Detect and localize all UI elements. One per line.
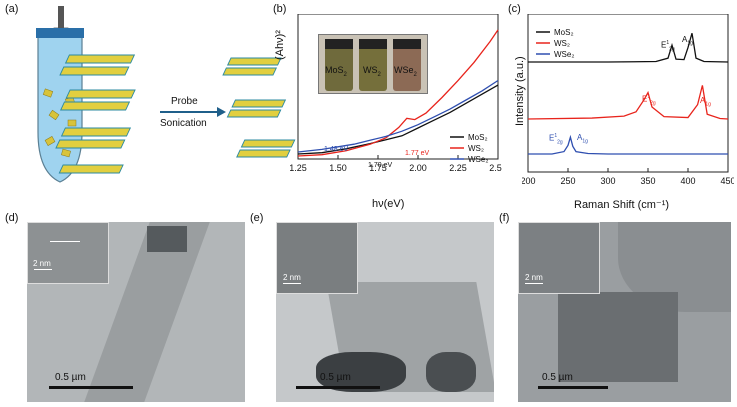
series-line bbox=[527, 85, 729, 120]
tem-image-mos2: 2 nm 0.5 µm bbox=[27, 222, 245, 402]
scale-bar-label: 0.5 µm bbox=[542, 372, 573, 383]
inset-scale-bar bbox=[34, 269, 52, 270]
chart-c-xlabel: Raman Shift (cm⁻¹) bbox=[574, 199, 670, 211]
tube-cap bbox=[36, 28, 84, 38]
x-tick-label: 2.25 bbox=[449, 163, 467, 173]
hrtem-inset: 2 nm bbox=[518, 222, 600, 294]
vial-label-ws2: WS2 bbox=[363, 65, 381, 78]
tem-dark-region bbox=[316, 352, 406, 392]
inset-scale-bar bbox=[525, 283, 543, 284]
x-tick-label: 2.50 bbox=[489, 163, 502, 173]
series-line bbox=[297, 84, 499, 155]
hrtem-inset: 2 nm bbox=[276, 222, 358, 294]
x-tick-label: 2.00 bbox=[409, 163, 427, 173]
panel-c-label: (c) bbox=[508, 3, 521, 15]
x-tick-label: 400 bbox=[680, 176, 695, 184]
panel-d-label: (d) bbox=[5, 212, 19, 224]
series-line bbox=[297, 79, 499, 153]
probe-tip bbox=[58, 6, 64, 32]
panel-e-label: (e) bbox=[250, 212, 264, 224]
legend-label: WSe₂ bbox=[468, 155, 488, 164]
inset-scale-label: 2 nm bbox=[525, 273, 543, 282]
peak-label-ws2-e: E12g bbox=[642, 94, 656, 107]
inset-scale-label: 2 nm bbox=[33, 259, 51, 268]
tem-dark-region bbox=[147, 226, 187, 252]
scale-bar bbox=[538, 386, 608, 389]
absorption-chart: 1.25 1.50 1.75 2.00 2.25 2.50 MoS₂ WS₂ WSe₂ bbox=[290, 14, 502, 173]
chart-b-frame bbox=[297, 14, 499, 160]
panel-a-schematic bbox=[36, 6, 296, 183]
series-line bbox=[297, 29, 499, 157]
x-tick-label: 300 bbox=[600, 176, 615, 184]
arrow-head bbox=[217, 107, 226, 117]
panel-f-label: (f) bbox=[499, 212, 510, 224]
bulk-layered-crystals bbox=[55, 54, 136, 174]
inset-scale-bar bbox=[283, 283, 301, 284]
vial-mos2 bbox=[325, 39, 353, 91]
vial-cap bbox=[325, 39, 353, 49]
legend-label: MoS₂ bbox=[554, 28, 574, 37]
peak-label-mos2-a: A1g bbox=[682, 35, 693, 47]
scale-bar-label: 0.5 µm bbox=[55, 372, 86, 383]
band-gap-mos2: 1.70 eV bbox=[368, 162, 393, 169]
vial-label-wse2: WSe2 bbox=[394, 65, 417, 78]
scale-bar-label: 0.5 µm bbox=[320, 372, 351, 383]
hrtem-inset: 2 nm bbox=[27, 222, 109, 284]
peak-label-wse2-e: E12g bbox=[549, 133, 563, 146]
tem-image-wse2: 2 nm 0.5 µm bbox=[518, 222, 731, 402]
peak-label-mos2-e: E12g bbox=[661, 40, 675, 53]
x-tick-label: 1.75 bbox=[369, 163, 387, 173]
arrow-label-sonication: Sonication bbox=[160, 118, 207, 129]
legend-label: MoS₂ bbox=[468, 133, 488, 142]
panel-b-label: (b) bbox=[273, 3, 287, 15]
legend-label: WS₂ bbox=[468, 144, 484, 153]
legend-label: WS₂ bbox=[554, 39, 570, 48]
lattice-marker bbox=[50, 241, 80, 242]
inset-scale-label: 2 nm bbox=[283, 273, 301, 282]
peak-label-ws2-a: A1g bbox=[700, 96, 711, 108]
x-tick-label: 250 bbox=[560, 176, 575, 184]
scale-bar bbox=[296, 386, 380, 389]
chart-c-frame bbox=[527, 14, 729, 173]
tem-image-ws2: 2 nm 0.5 µm bbox=[276, 222, 494, 402]
tem-dark-region bbox=[426, 352, 476, 392]
series-line bbox=[528, 134, 728, 155]
vial-label-mos2: MoS2 bbox=[325, 65, 347, 78]
x-tick-label: 1.50 bbox=[329, 163, 347, 173]
x-tick-label: 1.25 bbox=[290, 163, 307, 173]
x-tick-label: 350 bbox=[640, 176, 655, 184]
vials-photo-inset: MoS2 WS2 WSe2 bbox=[318, 34, 428, 94]
vial-cap bbox=[393, 39, 421, 49]
legend-label: WSe₂ bbox=[554, 50, 574, 59]
chart-b-ylabel: (Ahν)² bbox=[274, 30, 286, 60]
x-tick-label: 450 bbox=[720, 176, 734, 184]
vial-wse2 bbox=[393, 39, 421, 91]
raman-chart: 200 250 300 350 400 450 MoS₂ WS₂ WSe₂ bbox=[522, 14, 734, 184]
vial-ws2 bbox=[359, 39, 387, 91]
tem-flake-stack bbox=[558, 292, 678, 382]
arrow-label-probe: Probe bbox=[171, 96, 198, 107]
exfoliated-nanosheets bbox=[222, 57, 296, 158]
series-line bbox=[528, 33, 729, 63]
x-tick-label: 200 bbox=[522, 176, 536, 184]
vial-cap bbox=[359, 39, 387, 49]
band-gap-wse2: 1.48 eV bbox=[324, 146, 349, 153]
scale-bar bbox=[49, 386, 133, 389]
peak-label-wse2-a: A1g bbox=[577, 133, 588, 145]
panel-a-label: (a) bbox=[5, 3, 19, 15]
band-gap-ws2: 1.77 eV bbox=[405, 150, 430, 157]
chart-b-xlabel: hν(eV) bbox=[372, 198, 405, 210]
